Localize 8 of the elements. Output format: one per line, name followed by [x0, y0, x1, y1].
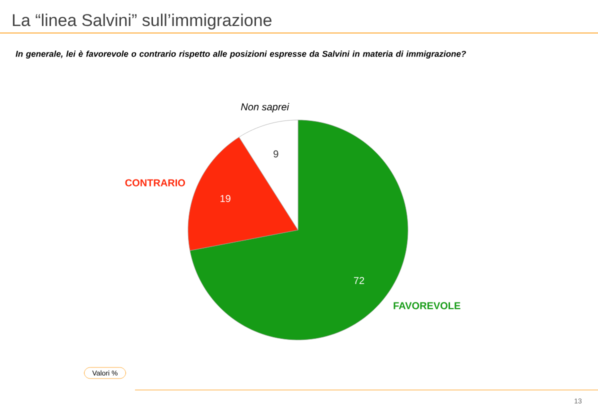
slice-label: Non saprei: [240, 103, 290, 112]
data-label: 72: [354, 276, 364, 284]
data-label: 19: [220, 195, 230, 202]
slice-label: FAVOREVOLE: [394, 302, 460, 310]
chart-subtitle: In generale, lei è favorevole o contrario rispetto alle posizioni espresse da Salvini in materia di immigrazione?: [16, 50, 466, 59]
chart-title: La “linea Salvini” sull’immigrazione: [12, 14, 272, 30]
slice-label: CONTRARIO: [125, 179, 186, 186]
data-label: 9: [274, 150, 278, 158]
